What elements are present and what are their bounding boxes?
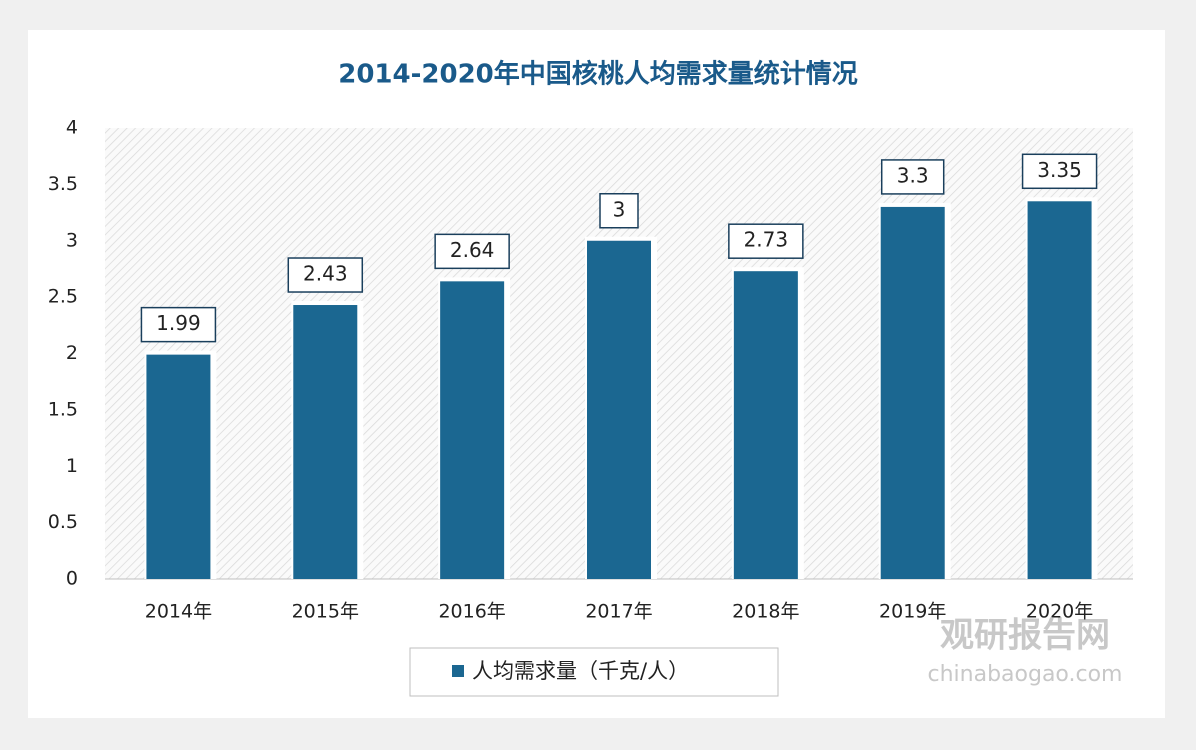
data-label-box (434, 233, 510, 270)
data-label: 2.43 (303, 262, 348, 286)
bar (293, 305, 358, 579)
x-tick-label: 2016年 (438, 601, 505, 623)
bar (733, 271, 798, 579)
data-label-box (599, 193, 639, 229)
y-tick-label: 2 (66, 342, 78, 364)
data-label-box (287, 257, 364, 293)
bar (880, 206, 945, 580)
watermark-name: 观研报告网 (940, 616, 1110, 656)
legend-label: 人均需求量（千克/人） (472, 659, 689, 683)
y-tick-label: 3 (66, 229, 78, 251)
data-label: 2.73 (744, 228, 789, 252)
x-tick-label: 2014年 (145, 601, 212, 623)
bar (440, 281, 505, 579)
legend-box (409, 647, 779, 697)
y-tick-label: 4 (66, 117, 78, 139)
x-tick-label: 2019年 (879, 601, 946, 623)
y-tick-label: 0 (66, 568, 78, 590)
y-tick-label: 0.5 (48, 511, 78, 533)
x-tick-label: 2017年 (585, 601, 652, 623)
watermark-url: chinabaogao.com (928, 662, 1123, 687)
data-label-box (1021, 153, 1098, 190)
chart-title: 2014-2020年中国核桃人均需求量统计情况 (338, 59, 858, 90)
bar (146, 354, 211, 579)
x-tick-label: 2020年 (1026, 601, 1093, 623)
data-label: 3 (613, 197, 626, 221)
bar (587, 240, 651, 579)
data-label: 3.35 (1037, 158, 1082, 182)
y-tick-label: 1.5 (48, 398, 78, 420)
y-tick-label: 1 (66, 455, 78, 477)
data-label: 1.99 (156, 311, 201, 335)
data-label-box (728, 223, 804, 259)
data-label: 2.64 (450, 238, 495, 262)
y-tick-label: 3.5 (48, 173, 78, 195)
x-tick-label: 2015年 (292, 601, 359, 623)
data-label-box (880, 159, 945, 195)
legend-swatch (452, 665, 464, 677)
x-tick-label: 2018年 (732, 601, 799, 623)
bar (1027, 201, 1092, 579)
data-label-box (140, 306, 217, 343)
y-tick-label: 2.5 (48, 286, 78, 308)
data-label: 3.3 (897, 163, 929, 187)
